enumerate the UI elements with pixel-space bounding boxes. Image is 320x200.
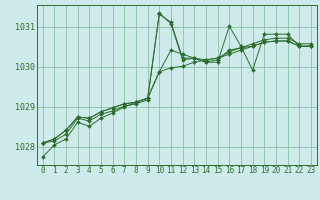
Text: Graphe pression niveau de la mer (hPa): Graphe pression niveau de la mer (hPa) (32, 181, 288, 191)
